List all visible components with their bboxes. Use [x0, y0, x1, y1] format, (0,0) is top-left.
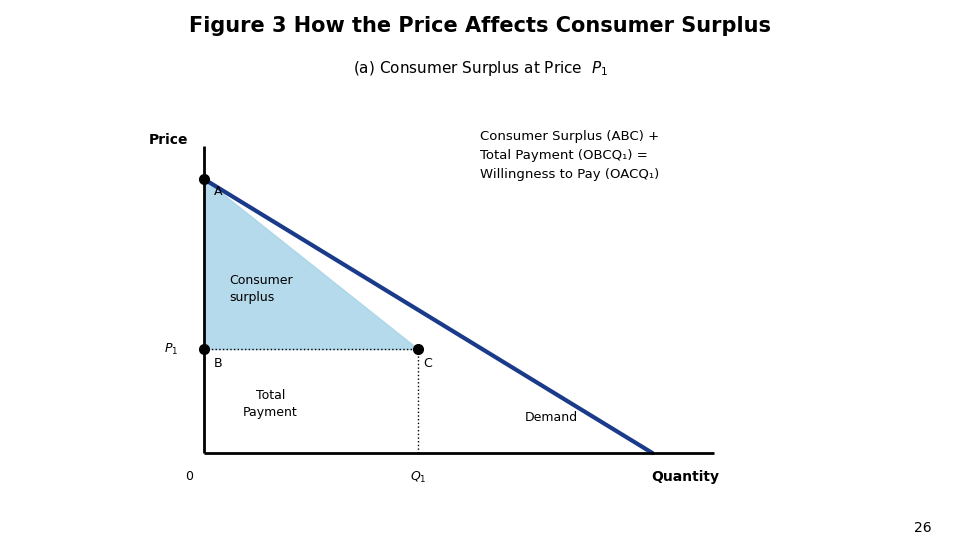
Text: A: A [214, 185, 223, 198]
Text: $P_1$: $P_1$ [164, 341, 179, 356]
Text: C: C [423, 357, 432, 370]
Text: Figure 3 How the Price Affects Consumer Surplus: Figure 3 How the Price Affects Consumer … [189, 16, 771, 36]
Text: $Q_1$: $Q_1$ [410, 470, 426, 485]
Polygon shape [204, 179, 418, 349]
Text: 0: 0 [184, 470, 193, 483]
Text: 26: 26 [914, 521, 931, 535]
Text: Quantity: Quantity [651, 470, 719, 483]
Text: Total
Payment: Total Payment [243, 389, 298, 419]
Text: Consumer
surplus: Consumer surplus [229, 274, 293, 303]
Text: (a) Consumer Surplus at Price  $P_1$: (a) Consumer Surplus at Price $P_1$ [352, 59, 608, 78]
Text: Consumer Surplus (ABC) +
Total Payment (OBCQ₁) =
Willingness to Pay (OACQ₁): Consumer Surplus (ABC) + Total Payment (… [480, 130, 660, 180]
Text: Price: Price [149, 132, 189, 146]
Text: B: B [214, 357, 223, 370]
Text: Demand: Demand [525, 411, 578, 424]
